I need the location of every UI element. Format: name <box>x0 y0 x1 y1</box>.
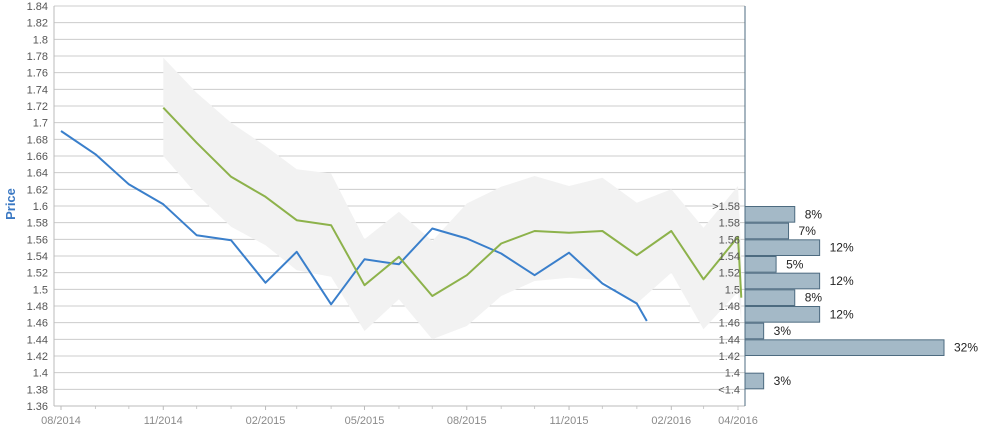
distribution-category-label: 1.44 <box>719 334 740 346</box>
distribution-percent-label: 8% <box>805 291 823 305</box>
y-tick-label: 1.6 <box>33 201 48 213</box>
y-tick-label: 1.54 <box>27 251 48 263</box>
y-tick-label: 1.7 <box>33 118 48 130</box>
distribution-category-label: 1.54 <box>719 251 740 263</box>
distribution-category-label: 1.5 <box>725 284 740 296</box>
y-tick-label: 1.36 <box>27 401 48 413</box>
distribution-category-label: >1.58 <box>712 201 740 213</box>
y-tick-label: 1.48 <box>27 301 48 313</box>
y-tick-label: 1.46 <box>27 318 48 330</box>
distribution-bar <box>744 322 765 340</box>
distribution-percent-label: 32% <box>954 341 978 355</box>
distribution-percent-label: 7% <box>799 224 817 238</box>
confidence-band-area <box>163 57 742 340</box>
distribution-percent-label: 12% <box>830 307 854 321</box>
y-tick-label: 1.62 <box>27 184 48 196</box>
y-tick-label: 1.58 <box>27 218 48 230</box>
x-tick-label: 05/2015 <box>345 415 385 427</box>
x-tick-label: 02/2015 <box>246 415 286 427</box>
distribution-category-label: <1.4 <box>718 384 740 396</box>
y-tick-label: 1.68 <box>27 134 48 146</box>
distribution-bar <box>744 289 796 307</box>
distribution-category-label: 1.4 <box>725 368 740 380</box>
y-tick-label: 1.44 <box>27 334 48 346</box>
y-tick-label: 1.84 <box>27 1 48 13</box>
x-tick-label: 08/2014 <box>41 415 81 427</box>
distribution-percent-label: 3% <box>774 374 792 388</box>
distribution-bar <box>744 222 790 240</box>
y-tick-label: 1.52 <box>27 268 48 280</box>
y-tick-label: 1.8 <box>33 34 48 46</box>
x-tick-label: 11/2015 <box>550 415 589 427</box>
y-tick-label: 1.5 <box>33 284 48 296</box>
distribution-percent-label: 12% <box>830 241 854 255</box>
x-tick-label: 02/2016 <box>651 415 691 427</box>
distribution-category-label: 1.58 <box>719 218 740 230</box>
distribution-category-label: 1.56 <box>719 234 740 246</box>
distribution-bar <box>744 306 821 323</box>
y-tick-label: 1.82 <box>27 18 48 30</box>
y-tick-label: 1.56 <box>27 234 48 246</box>
y-tick-label: 1.64 <box>27 168 48 180</box>
forecast-confidence-band <box>163 57 742 340</box>
forecast-price-line <box>162 107 743 298</box>
distribution-percent-label: 3% <box>774 324 792 338</box>
distribution-bar <box>744 206 796 223</box>
distribution-bar <box>744 272 821 290</box>
y-tick-label: 1.76 <box>27 68 48 80</box>
y-tick-label: 1.4 <box>33 368 48 380</box>
series-lines <box>60 107 743 322</box>
distribution-percent-label: 12% <box>830 274 854 288</box>
x-tick-label: 08/2015 <box>447 415 487 427</box>
grid-lines <box>54 5 745 407</box>
x-tick-label: 04/2016 <box>718 415 758 427</box>
x-tick-labels: 08/2014 11/2014 02/2015 05/2015 08/2015 11/20… <box>41 406 758 427</box>
price-distribution: >1.58 1.58 1.56 1.54 1.52 1.5 1.48 1.46 1.44 1.42… <box>712 201 978 396</box>
y-tick-label: 1.66 <box>27 151 48 163</box>
y-axis-label: Price <box>3 188 18 220</box>
distribution-category-label: 1.42 <box>719 351 740 363</box>
x-tick-label: 11/2014 <box>144 415 183 427</box>
distribution-percent-label: 8% <box>805 207 823 221</box>
y-tick-label: 1.72 <box>27 101 48 113</box>
y-tick-label: 1.42 <box>27 351 48 363</box>
y-tick-labels: 1.36 1.38 1.4 1.42 1.44 1.46 1.48 1.5 1.52 1.54 1.… <box>27 1 48 413</box>
distribution-category-label: 1.48 <box>719 301 740 313</box>
y-tick-label: 1.38 <box>27 384 48 396</box>
actual-price-line <box>60 130 648 322</box>
y-tick-label: 1.78 <box>27 51 48 63</box>
y-tick-label: 1.74 <box>27 84 48 96</box>
distribution-bar <box>744 239 821 256</box>
distribution-percent-label: 5% <box>786 257 804 271</box>
distribution-category-label: 1.52 <box>719 268 740 280</box>
distribution-category-label: 1.46 <box>719 318 740 330</box>
distribution-bar <box>744 339 945 357</box>
distribution-bar <box>744 372 765 390</box>
distribution-bar <box>744 256 777 273</box>
